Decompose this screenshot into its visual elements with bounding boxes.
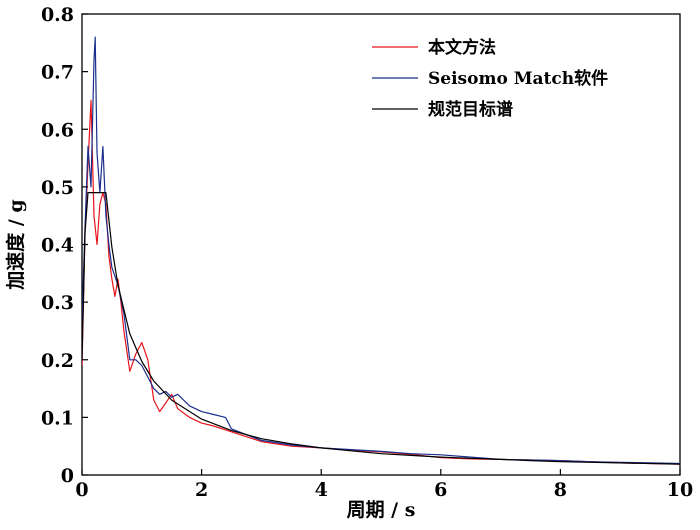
y-tick-label: 0.7 [41, 62, 74, 84]
x-tick-label: 4 [315, 479, 328, 501]
legend-label-1: 本文方法 [428, 37, 496, 58]
y-tick-label: 0 [61, 465, 74, 487]
x-axis-title: 周期 / s [347, 499, 416, 521]
axes-layer: 0 2 4 6 8 10 0 0.1 0.2 0.3 0.4 0.5 0.6 0.7 0.8 [41, 4, 693, 501]
series-line-3 [82, 192, 680, 465]
y-tick-label: 0.4 [41, 235, 74, 257]
y-tick-label: 0.3 [41, 292, 74, 314]
x-tick-label: 10 [667, 479, 693, 501]
y-tick-label: 0.8 [41, 4, 74, 26]
y-tick-label: 0.2 [41, 350, 74, 372]
legend-label-2: Seisomo Match软件 [428, 68, 608, 89]
x-tick-label: 2 [195, 479, 208, 501]
x-tick-label: 0 [75, 479, 88, 501]
legend-label-3: 规范目标谱 [428, 99, 513, 120]
series-layer [82, 36, 680, 465]
y-tick-label: 0.1 [41, 407, 74, 429]
x-tick-label: 6 [434, 479, 447, 501]
y-tick-label: 0.6 [41, 119, 74, 141]
y-axis-title: 加速度 / g [4, 199, 27, 290]
series-line-1 [82, 99, 680, 465]
y-tick-label: 0.5 [41, 177, 74, 199]
x-tick-label: 8 [554, 479, 567, 501]
